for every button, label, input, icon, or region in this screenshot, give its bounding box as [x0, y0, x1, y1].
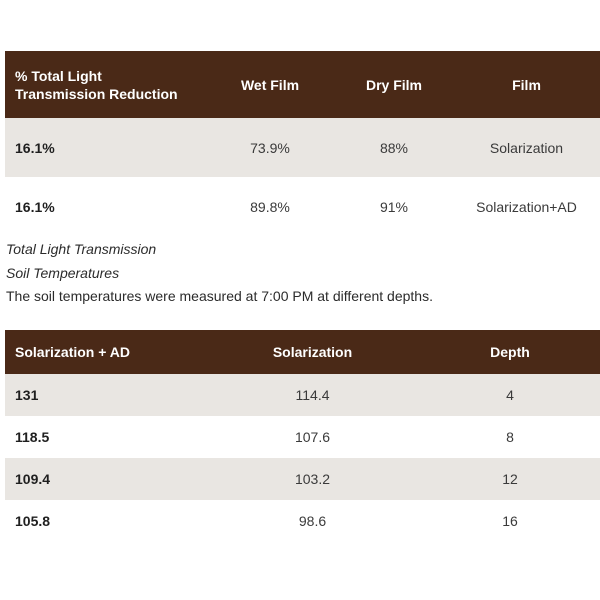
table-row: 16.1% 89.8% 91% Solarization+AD — [5, 177, 600, 236]
column-header-solarization-ad: Solarization + AD — [15, 344, 131, 360]
column-header-wet-film: Wet Film — [240, 76, 300, 93]
table-cell: 131 — [5, 374, 205, 416]
table-cell: 105.8 — [5, 500, 205, 542]
table-cell: 16 — [420, 500, 600, 542]
caption-soil-temperatures: Soil Temperatures — [6, 264, 120, 281]
table-row: 105.8 98.6 16 — [5, 500, 600, 542]
table-row: 131 114.4 4 — [5, 374, 600, 416]
table-cell: 88% — [335, 118, 453, 177]
column-header-depth: Depth — [490, 344, 530, 360]
table-cell: 89.8% — [205, 177, 335, 236]
table-cell: Solarization+AD — [453, 177, 600, 236]
table-cell: 73.9% — [205, 118, 335, 177]
table-cell: 4 — [420, 374, 600, 416]
table-header-row: Solarization + AD Solarization Depth — [5, 330, 600, 374]
column-header-dry-film: Dry Film — [365, 76, 422, 93]
column-header-film: Film — [512, 76, 541, 93]
table-cell: Solarization — [453, 118, 600, 177]
table-cell: 107.6 — [205, 416, 420, 458]
table-cell: 16.1% — [5, 118, 205, 177]
column-header-solarization: Solarization — [272, 344, 353, 360]
table-cell: 12 — [420, 458, 600, 500]
table-header-row: % Total Light Transmission Reduction Wet… — [5, 51, 600, 118]
table-cell: 8 — [420, 416, 600, 458]
soil-temperature-table: Solarization + AD Solarization Depth 131… — [5, 330, 600, 542]
column-header-light-reduction: % Total Light Transmission Reduction — [15, 67, 178, 102]
notes-block: Total Light Transmission Soil Temperatur… — [6, 238, 433, 309]
light-transmission-table: % Total Light Transmission Reduction Wet… — [5, 51, 600, 236]
caption-light-transmission: Total Light Transmission — [6, 241, 157, 257]
table-cell: 103.2 — [205, 458, 420, 500]
table-row: 16.1% 73.9% 88% Solarization — [5, 118, 600, 177]
table-cell: 114.4 — [205, 374, 420, 416]
table-row: 109.4 103.2 12 — [5, 458, 600, 500]
table-cell: 98.6 — [205, 500, 420, 542]
description-text: The soil temperatures were measured at 7… — [6, 288, 433, 304]
table-cell: 16.1% — [5, 177, 205, 236]
table-row: 118.5 107.6 8 — [5, 416, 600, 458]
table-cell: 118.5 — [5, 416, 205, 458]
table-cell: 91% — [335, 177, 453, 236]
table-cell: 109.4 — [5, 458, 205, 500]
